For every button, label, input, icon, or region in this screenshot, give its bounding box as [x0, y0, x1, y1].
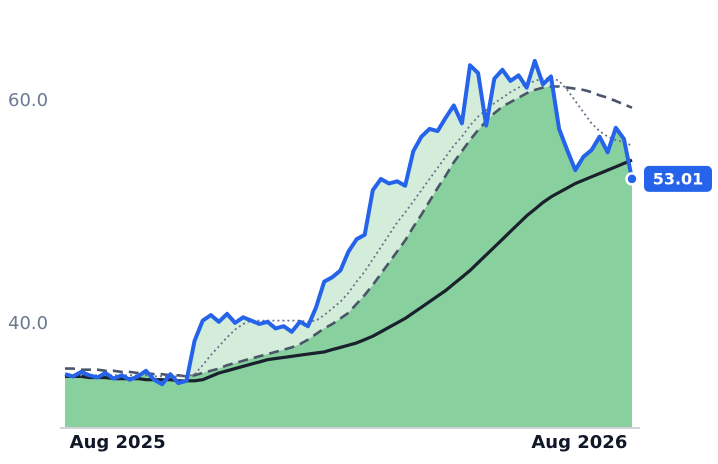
series-line — [65, 76, 633, 378]
trend-area — [65, 86, 632, 428]
series-line — [65, 85, 633, 378]
series-line — [64, 58, 634, 387]
x-tick-label: Aug 2026 — [531, 432, 627, 453]
series-line — [65, 158, 633, 383]
value-badge — [644, 165, 712, 192]
last-point — [625, 172, 639, 186]
y-tick-label: 60.0 — [8, 90, 48, 111]
x-tick-label: Aug 2025 — [70, 432, 166, 453]
y-tick-label: 40.0 — [8, 313, 48, 334]
last-value-label: 53.01 — [653, 169, 704, 188]
